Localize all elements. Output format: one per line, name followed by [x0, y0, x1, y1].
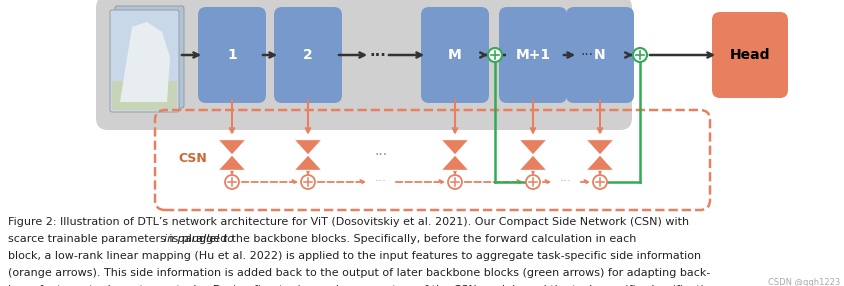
Text: 2: 2 — [303, 48, 312, 62]
FancyBboxPatch shape — [499, 7, 566, 103]
Circle shape — [525, 175, 539, 189]
FancyBboxPatch shape — [273, 7, 342, 103]
Bar — [112, 81, 176, 110]
FancyBboxPatch shape — [197, 7, 266, 103]
Circle shape — [300, 175, 315, 189]
Polygon shape — [518, 155, 546, 170]
Polygon shape — [585, 155, 614, 170]
Polygon shape — [441, 155, 468, 170]
Text: ···: ··· — [580, 48, 592, 62]
Circle shape — [632, 48, 647, 62]
Text: N: N — [593, 48, 605, 62]
Text: M+1: M+1 — [515, 48, 550, 62]
Polygon shape — [120, 22, 170, 102]
Polygon shape — [441, 140, 468, 155]
FancyBboxPatch shape — [110, 10, 179, 112]
Text: ···: ··· — [374, 148, 387, 162]
Polygon shape — [294, 140, 322, 155]
Polygon shape — [218, 140, 246, 155]
Circle shape — [447, 175, 462, 189]
Text: in parallel to: in parallel to — [164, 234, 234, 244]
Text: ···: ··· — [560, 176, 571, 188]
Polygon shape — [518, 140, 546, 155]
Text: CSDN @qgh1223: CSDN @qgh1223 — [767, 278, 839, 286]
Polygon shape — [218, 155, 246, 170]
Polygon shape — [294, 155, 322, 170]
Text: 1: 1 — [227, 48, 236, 62]
Text: Figure 2: Illustration of DTL’s network architecture for ViT (Dosovitskiy et al.: Figure 2: Illustration of DTL’s network … — [8, 217, 689, 227]
Text: block, a low-rank linear mapping (Hu et al. 2022) is applied to the input featur: block, a low-rank linear mapping (Hu et … — [8, 251, 701, 261]
Circle shape — [488, 48, 501, 62]
Text: Head: Head — [729, 48, 770, 62]
Text: bone features to downstream tasks. During fine-tuning, only parameters of the CS: bone features to downstream tasks. Durin… — [8, 285, 717, 286]
Text: ···: ··· — [369, 47, 386, 63]
FancyBboxPatch shape — [565, 7, 633, 103]
Text: M: M — [447, 48, 462, 62]
Text: (orange arrows). This side information is added back to the output of later back: (orange arrows). This side information i… — [8, 268, 710, 278]
FancyBboxPatch shape — [711, 12, 787, 98]
Text: ···: ··· — [375, 176, 387, 188]
Polygon shape — [585, 140, 614, 155]
FancyBboxPatch shape — [115, 6, 184, 108]
Text: CSN: CSN — [178, 152, 207, 164]
FancyBboxPatch shape — [420, 7, 489, 103]
Circle shape — [592, 175, 606, 189]
Text: the backbone blocks. Specifically, before the forward calculation in each: the backbone blocks. Specifically, befor… — [228, 234, 636, 244]
FancyBboxPatch shape — [96, 0, 631, 130]
Text: scarce trainable parameters is plugged: scarce trainable parameters is plugged — [8, 234, 230, 244]
Circle shape — [225, 175, 239, 189]
